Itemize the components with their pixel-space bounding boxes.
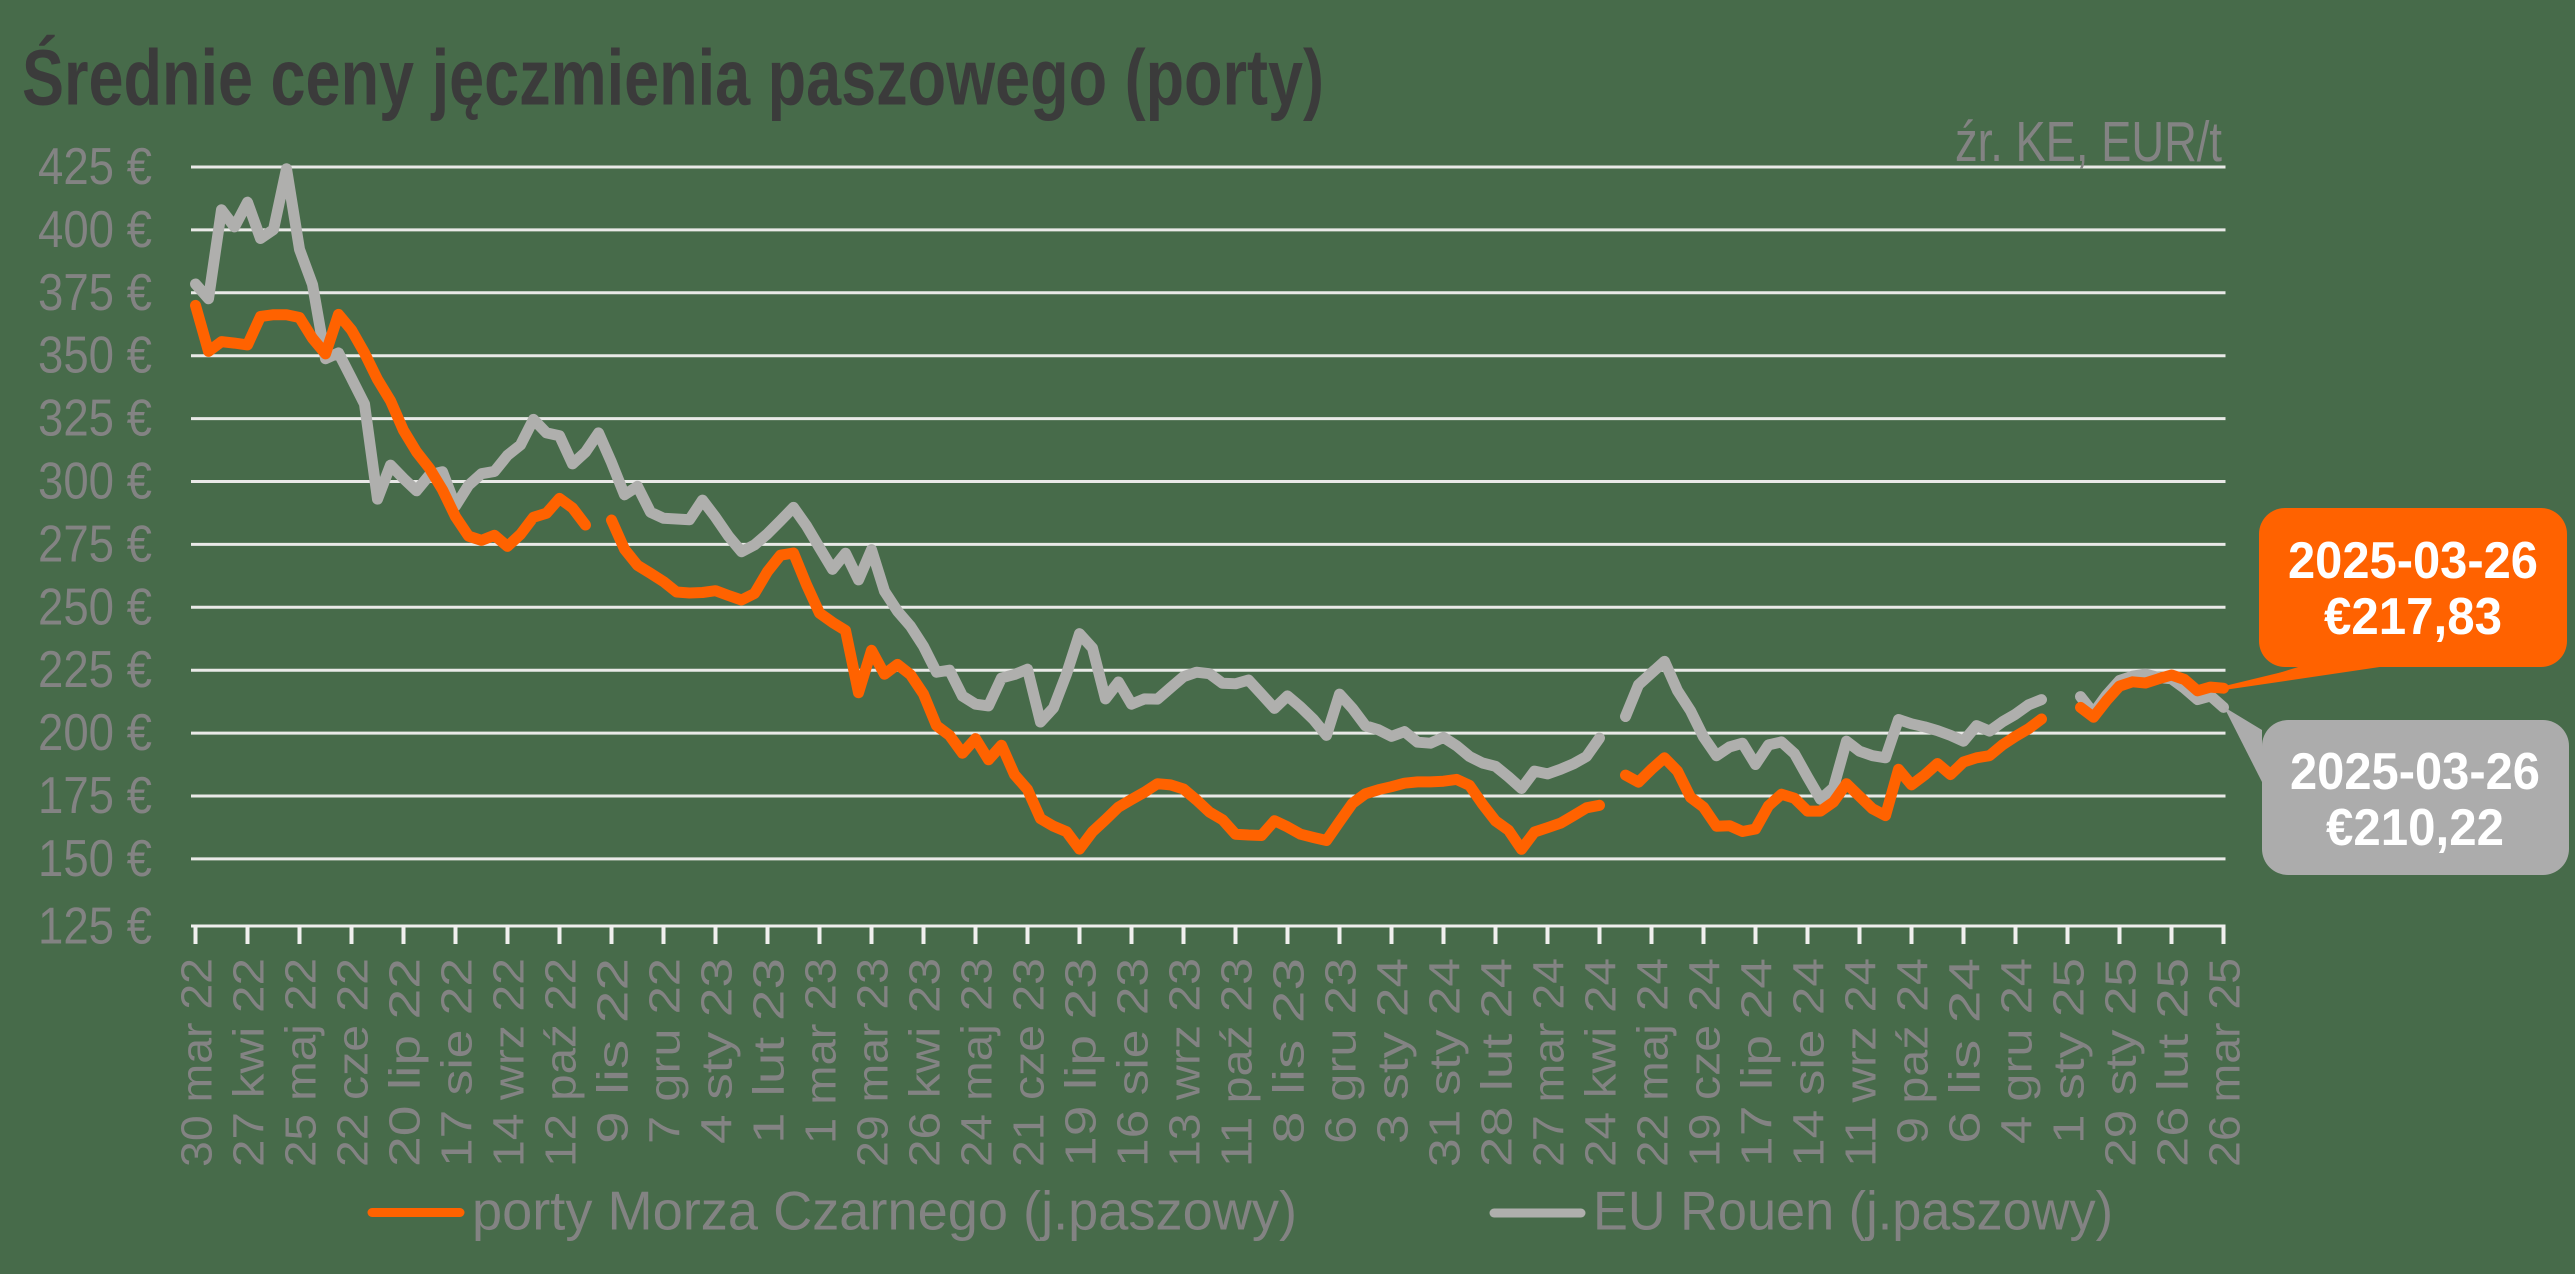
svg-text:25 maj 22: 25 maj 22 [277,958,326,1167]
svg-text:125 €: 125 € [38,898,152,956]
svg-text:150 €: 150 € [38,830,152,888]
svg-text:20 lip 22: 20 lip 22 [381,958,430,1167]
svg-text:2025-03-26: 2025-03-26 [2288,532,2538,590]
svg-text:źr. KE, EUR/t: źr. KE, EUR/t [1955,110,2222,174]
svg-text:6 lis 24: 6 lis 24 [1941,958,1990,1144]
svg-text:19 cze 24: 19 cze 24 [1681,958,1730,1167]
svg-text:1 lut 23: 1 lut 23 [745,958,794,1144]
svg-text:12 paź 22: 12 paź 22 [537,958,586,1167]
svg-text:16 sie 23: 16 sie 23 [1109,958,1158,1167]
svg-text:29 sty 25: 29 sty 25 [2097,958,2146,1167]
svg-text:400 €: 400 € [38,201,152,259]
svg-text:3 sty 24: 3 sty 24 [1369,958,1418,1144]
svg-text:€217,83: €217,83 [2324,588,2502,646]
svg-text:175 €: 175 € [38,767,152,825]
svg-text:13 wrz 23: 13 wrz 23 [1161,958,1210,1167]
svg-text:11 paź 23: 11 paź 23 [1213,958,1262,1167]
svg-text:250 €: 250 € [38,578,152,636]
svg-text:22 cze 22: 22 cze 22 [329,958,378,1167]
svg-text:325 €: 325 € [38,390,152,448]
svg-text:2025-03-26: 2025-03-26 [2290,743,2540,801]
svg-text:27 kwi 22: 27 kwi 22 [225,958,274,1167]
svg-text:€210,22: €210,22 [2326,799,2504,857]
svg-text:1 sty 25: 1 sty 25 [2045,958,2094,1144]
svg-text:6 gru 23: 6 gru 23 [1317,958,1366,1144]
svg-text:200 €: 200 € [38,704,152,762]
svg-text:9 paź 24: 9 paź 24 [1889,958,1938,1144]
svg-text:225 €: 225 € [38,641,152,699]
svg-text:21 cze 23: 21 cze 23 [1005,958,1054,1167]
svg-text:300 €: 300 € [38,453,152,511]
svg-text:19 lip 23: 19 lip 23 [1057,958,1106,1167]
svg-text:17 lip 24: 17 lip 24 [1733,958,1782,1167]
svg-text:28 lut 24: 28 lut 24 [1473,958,1522,1167]
svg-text:EU Rouen (j.paszowy): EU Rouen (j.paszowy) [1593,1180,2113,1242]
svg-text:24 maj 23: 24 maj 23 [953,958,1002,1167]
svg-text:4 sty 23: 4 sty 23 [693,958,742,1144]
svg-text:350 €: 350 € [38,327,152,385]
svg-text:31 sty 24: 31 sty 24 [1421,958,1470,1167]
svg-text:26 lut 25: 26 lut 25 [2149,958,2198,1167]
svg-text:425 €: 425 € [38,138,152,196]
svg-text:26 kwi 23: 26 kwi 23 [901,958,950,1167]
svg-text:14 wrz 22: 14 wrz 22 [485,958,534,1167]
svg-text:8 lis 23: 8 lis 23 [1265,958,1314,1144]
svg-text:1 mar 23: 1 mar 23 [797,958,846,1144]
svg-text:275 €: 275 € [38,515,152,573]
svg-text:7 gru 22: 7 gru 22 [641,958,690,1144]
svg-text:29 mar 23: 29 mar 23 [849,958,898,1167]
svg-text:11 wrz 24: 11 wrz 24 [1837,958,1886,1167]
svg-text:22 maj 24: 22 maj 24 [1629,958,1678,1167]
svg-text:26 mar 25: 26 mar 25 [2201,958,2250,1167]
svg-text:30 mar 22: 30 mar 22 [173,958,222,1167]
svg-text:Średnie ceny jęczmienia paszow: Średnie ceny jęczmienia paszowego (porty… [22,33,1324,122]
svg-text:24 kwi 24: 24 kwi 24 [1577,958,1626,1167]
svg-text:4 gru 24: 4 gru 24 [1993,958,2042,1144]
svg-text:375 €: 375 € [38,264,152,322]
svg-text:27 mar 24: 27 mar 24 [1525,958,1574,1167]
svg-text:14 sie 24: 14 sie 24 [1785,958,1834,1167]
svg-text:17 sie 22: 17 sie 22 [433,958,482,1167]
svg-text:9 lis 22: 9 lis 22 [589,958,638,1144]
svg-text:porty Morza Czarnego (j.paszow: porty Morza Czarnego (j.paszowy) [472,1180,1297,1242]
